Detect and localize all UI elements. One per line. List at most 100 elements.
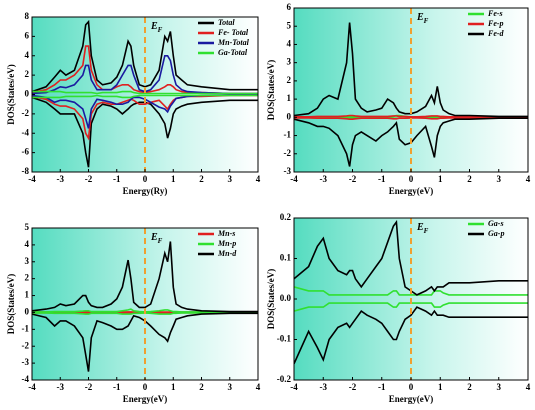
dos-line [32,312,258,315]
y-tick-label: 0.0 [280,293,292,303]
y-tick-label: 0 [25,307,30,317]
x-tick-label: 0 [143,382,148,392]
y-tick-label: -2 [284,148,292,158]
fermi-sub: F [424,227,429,235]
y-axis-label: DOS(States/eV) [266,269,276,330]
x-tick-label: -2 [349,174,357,184]
legend-label: Fe-d [487,29,505,38]
x-tick-label: -1 [378,174,386,184]
dos-line [294,219,528,296]
x-tick-label: 3 [497,174,502,184]
dos-line [294,117,528,167]
y-tick-label: 3 [287,57,292,67]
dos-line [32,45,258,95]
x-tick-label: 4 [256,382,261,392]
y-tick-label: 0 [25,89,30,99]
y-tick-label: -4 [22,127,30,137]
x-tick-label: -4 [290,382,298,392]
y-tick-label: 4 [25,50,30,60]
x-tick-label: 1 [438,382,443,392]
x-tick-label: -3 [320,174,328,184]
fermi-label: EF [416,222,429,234]
x-tick-label: -2 [349,382,357,392]
legend-label: Mn-p [217,239,236,248]
y-tick-label: -8 [22,166,30,176]
dos-line [32,90,258,95]
dos-line [294,286,528,296]
x-tick-label: -2 [85,174,93,184]
y-tick-label: -1 [22,323,30,333]
dos-line [294,306,528,365]
x-tick-label: 2 [199,174,204,184]
y-tick-label: 0 [287,111,292,121]
dos-line [294,117,528,120]
y-tick-label: 2 [25,273,30,283]
fermi-label: EF [416,12,429,24]
dos-line [32,312,258,372]
x-tick-label: -4 [28,174,36,184]
panel: EF -4 -3 -2 -1 0 1 2 3 4 -0.2 -0.1 0.0 0.1 0.2 Energy(e… [266,212,531,404]
legend-label: Mn-d [217,249,237,258]
y-tick-label: -2 [22,340,30,350]
legend-label: Mn-s [217,229,235,238]
y-tick-label: -4 [22,374,30,384]
legend-label: Fe-s [487,9,503,18]
x-axis-label: Energy(eV) [389,186,434,196]
y-tick-label: -0.1 [277,334,292,344]
dos-line [32,308,258,313]
x-tick-label: 1 [438,174,443,184]
y-tick-label: 5 [25,222,30,232]
x-tick-label: 0 [409,174,414,184]
x-tick-label: 0 [143,174,148,184]
dos-line [32,96,258,168]
dos-line [32,94,258,99]
x-axis-label: Energy(Ry) [123,186,168,196]
legend-label: Ga-s [488,219,504,228]
dos-line [294,114,528,118]
legend-label: Mn-Total [217,38,250,47]
x-tick-label: 3 [228,382,233,392]
x-tick-label: 4 [526,174,531,184]
fermi-main: E [150,232,158,243]
y-tick-label: 5 [287,20,292,30]
x-tick-label: -4 [290,174,298,184]
panel: EF -4 -3 -2 -1 0 1 2 3 4 -4 -3 -2 -1 0 1 2 3 4 5 Energy(eV) D… [6,222,261,404]
fermi-main: E [416,12,424,23]
x-tick-label: -3 [57,174,65,184]
x-tick-label: 2 [199,382,204,392]
legend-label: Total [218,18,235,27]
x-tick-label: 3 [228,174,233,184]
x-tick-label: 2 [467,174,472,184]
dos-line [32,19,258,93]
y-tick-label: -1 [284,130,292,140]
x-tick-label: -4 [28,382,36,392]
y-tick-label: -6 [22,147,30,157]
x-axis-label: Energy(eV) [389,394,434,404]
y-tick-label: -3 [284,166,292,176]
fermi-sub: F [158,237,163,245]
y-axis-label: DOS(States/eV) [6,64,16,125]
dos-line [32,55,258,95]
y-tick-label: -2 [22,108,30,118]
y-tick-label: 1 [287,93,292,103]
y-tick-label: 2 [287,75,292,85]
y-tick-label: -3 [22,357,30,367]
panel: EF-4 -3 -2 -1 0 1 2 3 4-3-2-10123456Energy(eV)DO… [266,2,531,196]
y-axis-label: DOS(States/eV) [6,274,16,335]
x-tick-label: -1 [113,382,121,392]
x-tick-label: 1 [171,382,176,392]
y-tick-label: 4 [287,39,292,49]
x-axis-label: Energy(eV) [123,394,168,404]
legend-label: Ga-p [488,229,504,238]
fermi-sub: F [424,17,429,25]
x-tick-label: 1 [171,174,176,184]
dos-line [32,241,258,313]
x-tick-label: 0 [409,382,414,392]
x-tick-label: 2 [467,382,472,392]
y-axis-label: DOS(States/eV) [266,60,276,121]
fermi-main: E [416,222,424,233]
dos-line [294,22,528,118]
panel: EF -4 -3 -2 -1 0 1 2 3 4 -8 -6 -4 -2 0 2 4 6 8 Energy(Ry) DO… [6,11,261,196]
y-tick-label: 1 [25,290,30,300]
